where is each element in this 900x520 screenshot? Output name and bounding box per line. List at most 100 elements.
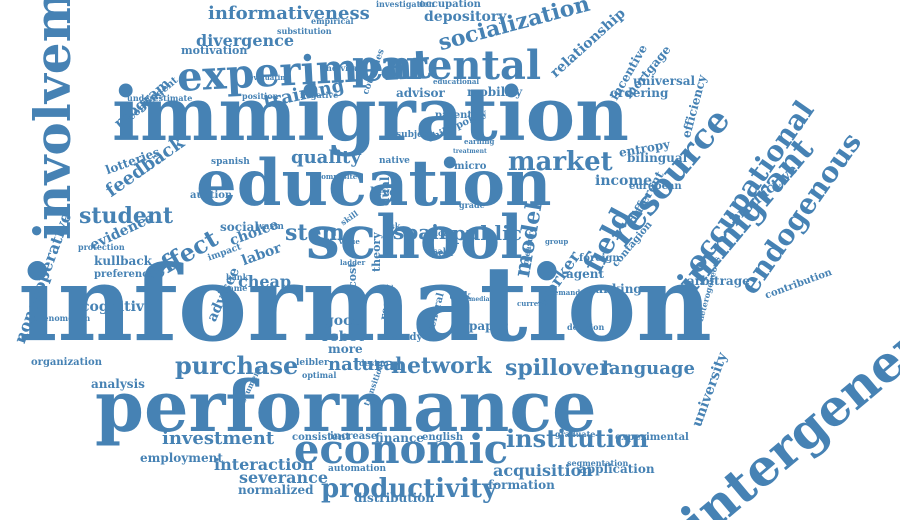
word-ranking: ranking [589,282,642,296]
word-more: more [328,342,363,356]
word-productivity: productivity [321,474,498,504]
word-value: value [339,237,360,246]
word-level: level [370,185,402,199]
word-automation: automation [328,464,387,474]
word-depository: depository [424,9,507,25]
word-education: education [196,146,552,221]
word-kullback: kullback [94,254,152,268]
word-involvement: involvement [23,0,82,240]
word-micro: micro [454,161,487,172]
word-robot: robot [322,329,365,345]
word-finance: finance [375,431,424,445]
word-bank: bank [226,272,249,282]
word-organization: organization [31,357,102,368]
word-mobility: mobility [467,85,523,99]
word-composite: composite [317,172,358,181]
word-agent: agent [566,267,605,281]
word-substitution: substitution [277,26,332,36]
word-cognitive: cognitive [81,299,153,315]
word-spanish: spanish [211,157,250,167]
word-purchase: purchase [175,351,299,380]
word-native: native [379,156,410,166]
word-paper: paper [469,319,508,333]
word-occupation: occupation [419,0,481,10]
word-leibler: leibler [296,358,329,368]
word-information: information [18,242,712,365]
word-english: english [422,432,464,443]
word-formation: formation [488,478,555,492]
word-economic: economic [294,426,509,473]
word-public: public [452,221,522,245]
word-talk: talk [449,291,471,302]
word-application: application [579,462,655,476]
word-earning: earning [464,137,495,146]
word-empirical: empirical [311,16,354,26]
word-student: student [79,203,174,229]
word-game: game [223,283,248,293]
word-motivation: motivation [181,44,248,57]
word-spillover: spillover [505,355,611,381]
word-language: language [602,358,695,379]
word-parental: parental [352,42,542,89]
word-protection: protection [78,242,125,252]
word-bilingual: bilingual [627,151,688,165]
word-european: european [629,181,682,192]
word-quality: quality [291,147,361,168]
word-immigration: immigration [112,72,629,158]
word-median: median [469,296,494,303]
word-dual: dual [378,176,392,206]
word-risk: risk [383,221,401,231]
word-subject: subject [396,130,433,140]
word-universal: universal [633,74,696,88]
word-cheap: cheap [238,272,292,291]
word-distribution: distribution [354,491,435,505]
word-preference: preference [94,269,155,280]
word-investment: investment [162,428,275,449]
word-interaction: interaction [214,455,314,474]
word-divergence: divergence [196,31,295,50]
word-current: current [517,299,547,308]
word-design: design [359,358,389,368]
word-increase: increase [330,431,378,442]
word-consistent: consistent [292,432,350,443]
word-sale: sale [433,246,451,256]
word-grade: grade [459,200,485,210]
word-foreign: foreign [579,253,620,264]
word-demand: demand [549,288,581,297]
word-group: group [545,237,569,246]
word-ladder: ladder [340,258,366,267]
word-auction: auction [190,190,233,201]
word-study: study [392,332,423,343]
word-peer: peer [432,249,455,259]
word-analysis: analysis [91,377,145,391]
word-phenomenon: phenomenon [32,313,91,323]
word-natural: natural [328,354,403,375]
word-treatment: treatment [453,148,487,155]
word-warm: warm [256,222,284,232]
word-spain: spain [393,220,454,244]
word-advisor: advisor [396,86,445,100]
word-good: good [324,313,363,329]
word-employment: employment [140,451,223,465]
word-experimental: experimental [615,432,689,443]
word-evaluating: evaluating [249,73,291,82]
word-stem: stem [285,220,345,246]
word-theory: theory [370,232,383,272]
word-educational: educational [433,77,480,86]
word-arbitrage: arbitrage [687,274,750,288]
word-investigation: investigation [376,0,435,9]
word-underestimate: underestimate [127,93,193,103]
word-loan: loan [435,228,455,238]
word-acquisition: acquisition [493,461,593,480]
word-optimal: optimal [302,370,337,380]
word-severance: severance [239,468,329,487]
word-parent: parent [435,110,472,121]
word-position: position [242,91,279,101]
word-graduate: graduate [555,429,596,439]
word-market: market [508,147,613,177]
word-informativeness: informativeness [208,3,370,24]
word-school: school [306,203,523,273]
word-decision: decision [567,322,605,332]
word-network: network [391,353,492,379]
word-segmentation: segmentation [567,458,629,468]
